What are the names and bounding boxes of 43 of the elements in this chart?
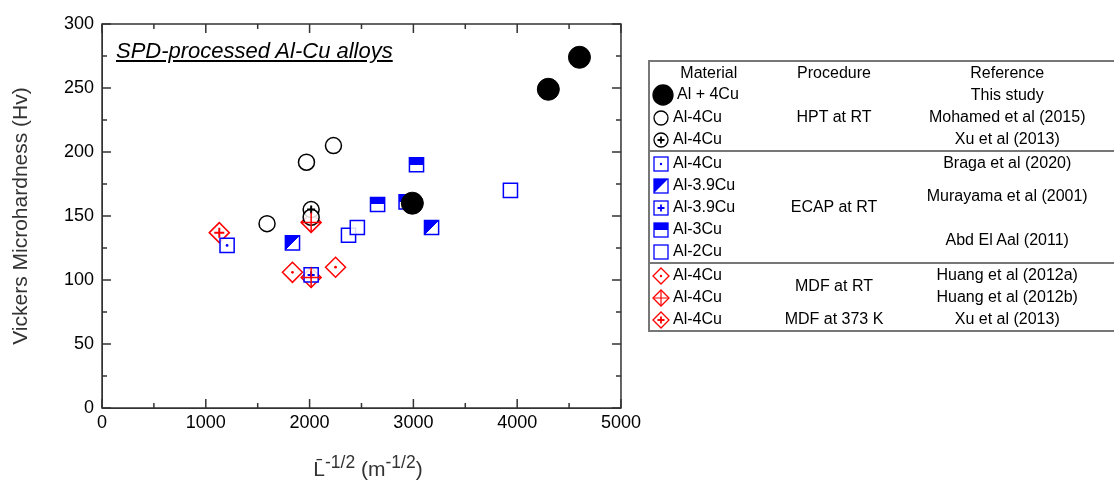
legend-label: Al-3.9Cu [672, 175, 737, 195]
legend-label: Al + 4Cu [676, 84, 740, 105]
x-tick-label: 3000 [393, 411, 434, 432]
y-tick-label: 50 [73, 332, 94, 353]
y-axis-title: Vickers Microhardness (Hv) [8, 87, 32, 345]
x-tick-label: 5000 [600, 411, 641, 432]
x-tick-label: 2000 [289, 411, 330, 432]
legend-label: Al-2Cu [672, 241, 723, 261]
text: HPT at RT [795, 107, 873, 127]
text: Murayama et al (2001) [925, 186, 1089, 206]
y-tick-label: 200 [63, 140, 94, 161]
x-axis-title: L̄$^{-1/2}$ (m$^{-1/2}$) [313, 452, 423, 481]
legend-label: Al-4Cu [672, 309, 723, 329]
legend-label: Al-3.9Cu [672, 197, 737, 217]
text: Material [679, 63, 739, 83]
text: Huang et al (2012a) [900, 263, 1114, 286]
text: This study [969, 85, 1045, 105]
text: Procedure [796, 63, 872, 83]
x-tick-label: 0 [96, 411, 108, 432]
text: Mohamed et al (2015) [927, 107, 1087, 127]
legend-label: Al-4Cu [672, 287, 723, 307]
y-tick-label: 100 [63, 268, 94, 289]
y-tick-label: 0 [83, 396, 94, 417]
text: Braga et al (2020) [900, 151, 1114, 174]
text: Abd El Aal (2011) [944, 230, 1070, 250]
y-tick-label: 300 [63, 12, 94, 33]
text: Xu et al (2013) [953, 129, 1061, 149]
text: MDF at RT [767, 263, 901, 308]
text: Huang et al (2012b) [935, 287, 1079, 307]
text: Reference [969, 63, 1046, 83]
y-tick-label: 150 [63, 204, 94, 225]
legend-label: Al-3Cu [672, 219, 723, 239]
legend-label: Al-4Cu [650, 263, 768, 286]
x-tick-label: 1000 [185, 411, 226, 432]
legend-label: Al-4Cu [672, 129, 723, 149]
text: MDF at 373 K [783, 309, 885, 329]
y-tick-label: 250 [63, 76, 94, 97]
text: ECAP at RT [767, 151, 901, 263]
text: SPD-processed Al-Cu alloys [116, 38, 393, 64]
legend-label: Al-4Cu [672, 107, 723, 127]
text: Xu et al (2013) [953, 309, 1061, 329]
legend-label: Al-4Cu [650, 151, 768, 174]
x-tick-label: 4000 [497, 411, 538, 432]
